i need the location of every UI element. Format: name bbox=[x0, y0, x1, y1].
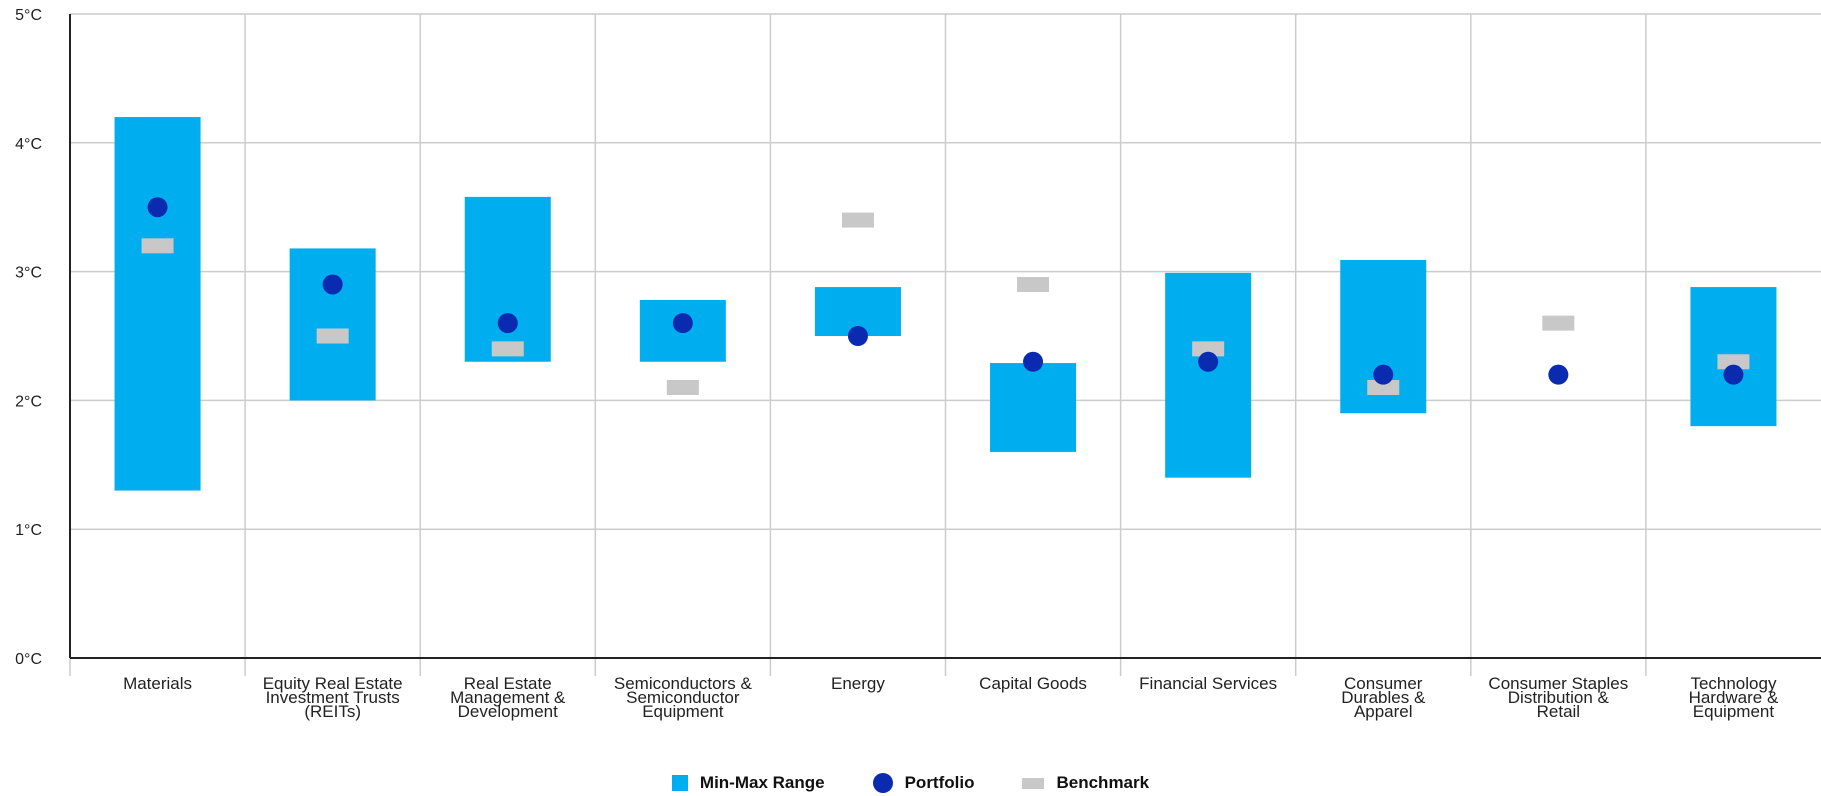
portfolio-dot bbox=[497, 313, 518, 334]
portfolio-dot bbox=[847, 326, 868, 346]
portfolio-dot bbox=[672, 313, 693, 334]
category-label: Semiconductors & Semiconductor Equipment bbox=[614, 674, 753, 721]
benchmark-marker bbox=[316, 328, 349, 344]
range-bar bbox=[1165, 272, 1252, 478]
range-bar bbox=[464, 196, 551, 362]
category-label: Real Estate Management & Development bbox=[450, 674, 566, 721]
range-bar bbox=[990, 363, 1077, 452]
legend-swatch-range bbox=[671, 775, 688, 791]
benchmark-marker bbox=[1367, 380, 1400, 396]
portfolio-dot bbox=[1723, 364, 1744, 385]
y-tick-label: 1°C bbox=[15, 522, 42, 539]
category-label: Technology Hardware & Equipment bbox=[1689, 674, 1779, 721]
portfolio-dot bbox=[1373, 364, 1394, 385]
benchmark-marker bbox=[491, 341, 524, 357]
legend-item-range: Min-Max Range bbox=[671, 773, 825, 793]
range-bar bbox=[114, 117, 201, 491]
benchmark-marker bbox=[1542, 315, 1575, 331]
benchmark-marker bbox=[141, 238, 174, 254]
y-tick-label: 3°C bbox=[15, 265, 42, 282]
benchmark-marker bbox=[1717, 354, 1750, 370]
category-label: Consumer Durables & Apparel bbox=[1341, 674, 1426, 721]
benchmark-marker bbox=[841, 212, 874, 228]
y-tick-label: 2°C bbox=[15, 393, 42, 410]
category-label: Financial Services bbox=[1139, 674, 1277, 693]
category-label: Equity Real Estate Investment Trusts (REIT… bbox=[263, 674, 403, 721]
portfolio-dot bbox=[1548, 364, 1569, 385]
legend-label-portfolio: Portfolio bbox=[904, 773, 975, 792]
legend-label-benchmark: Benchmark bbox=[1056, 773, 1150, 792]
legend-swatch-portfolio bbox=[872, 773, 893, 793]
benchmark-marker bbox=[1192, 341, 1225, 357]
benchmark-marker bbox=[666, 380, 699, 396]
portfolio-dot bbox=[147, 197, 168, 218]
category-label: Materials bbox=[123, 674, 192, 693]
y-tick-label: 5°C bbox=[15, 7, 42, 24]
y-tick-label: 0°C bbox=[15, 651, 42, 668]
legend: Min-Max Range Portfolio Benchmark bbox=[0, 770, 1821, 796]
category-label: Energy bbox=[831, 674, 885, 693]
legend-item-portfolio: Portfolio bbox=[872, 773, 975, 793]
portfolio-dot bbox=[1023, 351, 1044, 372]
category-label: Capital Goods bbox=[979, 674, 1087, 693]
category-label: Consumer Staples Distribution & Retail bbox=[1488, 674, 1628, 721]
legend-item-benchmark: Benchmark bbox=[1022, 773, 1149, 793]
benchmark-marker bbox=[1017, 276, 1050, 292]
portfolio-dot bbox=[1198, 351, 1219, 372]
chart-svg: 0°C 1°C 2°C 3°C 4°C 5°C Materials Equity Real E… bbox=[15, 7, 1821, 721]
y-tick-label: 4°C bbox=[15, 136, 42, 153]
legend-label-range: Min-Max Range bbox=[699, 773, 825, 792]
range-bar bbox=[289, 248, 376, 401]
portfolio-dot bbox=[322, 274, 343, 295]
legend-swatch-benchmark bbox=[1022, 777, 1045, 789]
